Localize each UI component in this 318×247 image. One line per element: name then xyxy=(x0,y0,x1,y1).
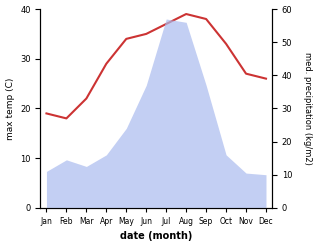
Y-axis label: max temp (C): max temp (C) xyxy=(5,77,15,140)
Y-axis label: med. precipitation (kg/m2): med. precipitation (kg/m2) xyxy=(303,52,313,165)
X-axis label: date (month): date (month) xyxy=(120,231,192,242)
